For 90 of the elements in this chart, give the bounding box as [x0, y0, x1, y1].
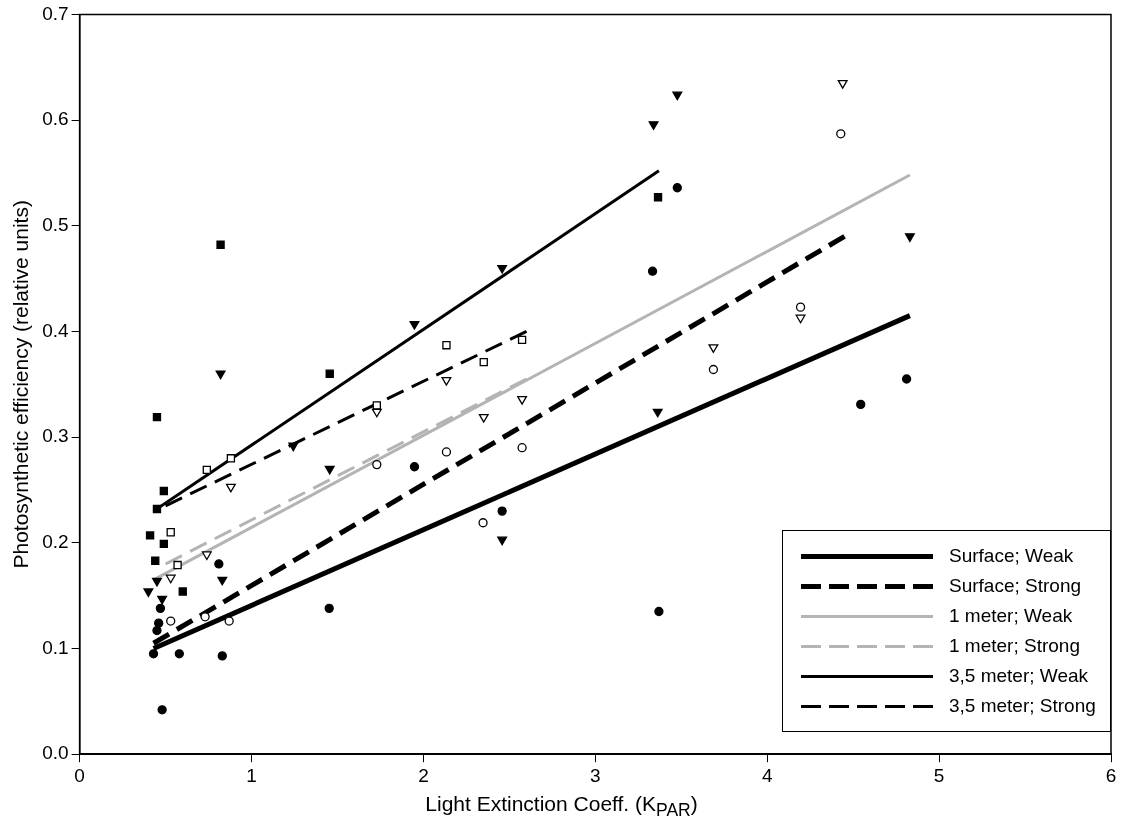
point: [517, 395, 528, 405]
point: [152, 625, 162, 636]
x-tick-label: 3: [590, 764, 601, 786]
point: [143, 588, 154, 598]
point: [214, 559, 224, 569]
point: [217, 651, 227, 661]
x-axis-title: Light Extinction Coeff. (K$_{PAR}$): [424, 792, 699, 822]
point: [152, 504, 162, 514]
y-tick-label: 0.5: [42, 214, 69, 236]
point: [159, 539, 169, 549]
point: [901, 374, 912, 384]
x-tick-label: 0: [74, 764, 85, 786]
point: [653, 193, 663, 202]
point: [409, 320, 420, 330]
point: [157, 705, 167, 715]
point: [517, 335, 527, 345]
point: [288, 442, 299, 452]
point: [708, 344, 719, 353]
point: [648, 121, 659, 130]
x-tick-label: 5: [933, 764, 945, 786]
point: [145, 531, 155, 540]
legend-label: Surface; Weak: [949, 545, 1074, 568]
point: [202, 465, 211, 475]
point: [200, 612, 210, 622]
x-tick-label: 2: [418, 764, 429, 786]
point: [325, 369, 334, 378]
y-tick-label: 0.4: [42, 319, 70, 341]
legend-label: 3,5 meter; Strong: [949, 695, 1096, 718]
point: [226, 454, 236, 463]
point: [372, 459, 382, 470]
point: [479, 357, 488, 367]
point: [201, 551, 212, 561]
point: [173, 560, 182, 570]
point: [224, 616, 234, 626]
point: [478, 518, 488, 528]
point: [856, 399, 866, 410]
point: [371, 408, 382, 418]
y-tick-label: 0.2: [42, 531, 69, 553]
point: [795, 314, 806, 324]
point: [157, 595, 168, 605]
y-tick-label: 0.7: [42, 2, 69, 24]
legend-label: 1 meter; Weak: [949, 605, 1073, 628]
x-tick-label: 4: [761, 764, 773, 786]
point: [441, 376, 452, 386]
point: [216, 240, 225, 249]
y-tick-label: 0.6: [42, 108, 69, 130]
legend-label: Surface; Strong: [949, 575, 1082, 598]
point: [795, 302, 806, 312]
point: [497, 536, 508, 546]
point: [708, 364, 719, 375]
legend-label: 1 meter; Strong: [949, 635, 1080, 658]
point: [215, 370, 226, 380]
legend-label: 3,5 meter; Weak: [949, 665, 1089, 688]
point: [836, 129, 846, 139]
y-tick-label: 0.3: [42, 425, 69, 447]
point: [837, 79, 848, 89]
point: [441, 447, 452, 457]
point: [166, 616, 176, 626]
point: [174, 649, 184, 659]
point: [497, 506, 507, 516]
point: [904, 233, 915, 242]
point: [478, 413, 489, 423]
point: [409, 462, 420, 472]
y-axis-title: Photosynthetic efficiency (relative units): [9, 200, 33, 569]
point: [652, 408, 663, 418]
point: [324, 603, 334, 613]
point: [442, 341, 451, 350]
point: [166, 528, 175, 537]
x-tick-label: 6: [1105, 764, 1117, 786]
point: [217, 576, 228, 586]
point: [155, 603, 166, 613]
point: [151, 556, 160, 565]
point: [165, 574, 176, 584]
x-tick-label: 1: [246, 764, 257, 786]
point: [672, 183, 682, 193]
point: [372, 401, 382, 410]
point: [151, 577, 162, 587]
y-tick-label: 0.0: [42, 742, 69, 764]
point: [225, 483, 236, 493]
point: [497, 264, 508, 274]
point: [324, 465, 335, 475]
point: [148, 649, 159, 659]
point: [159, 486, 169, 496]
y-tick-label: 0.1: [42, 636, 69, 658]
point: [654, 606, 664, 617]
point: [178, 587, 187, 596]
point: [152, 412, 162, 422]
point: [647, 266, 658, 276]
point: [672, 91, 683, 101]
point: [517, 443, 527, 453]
